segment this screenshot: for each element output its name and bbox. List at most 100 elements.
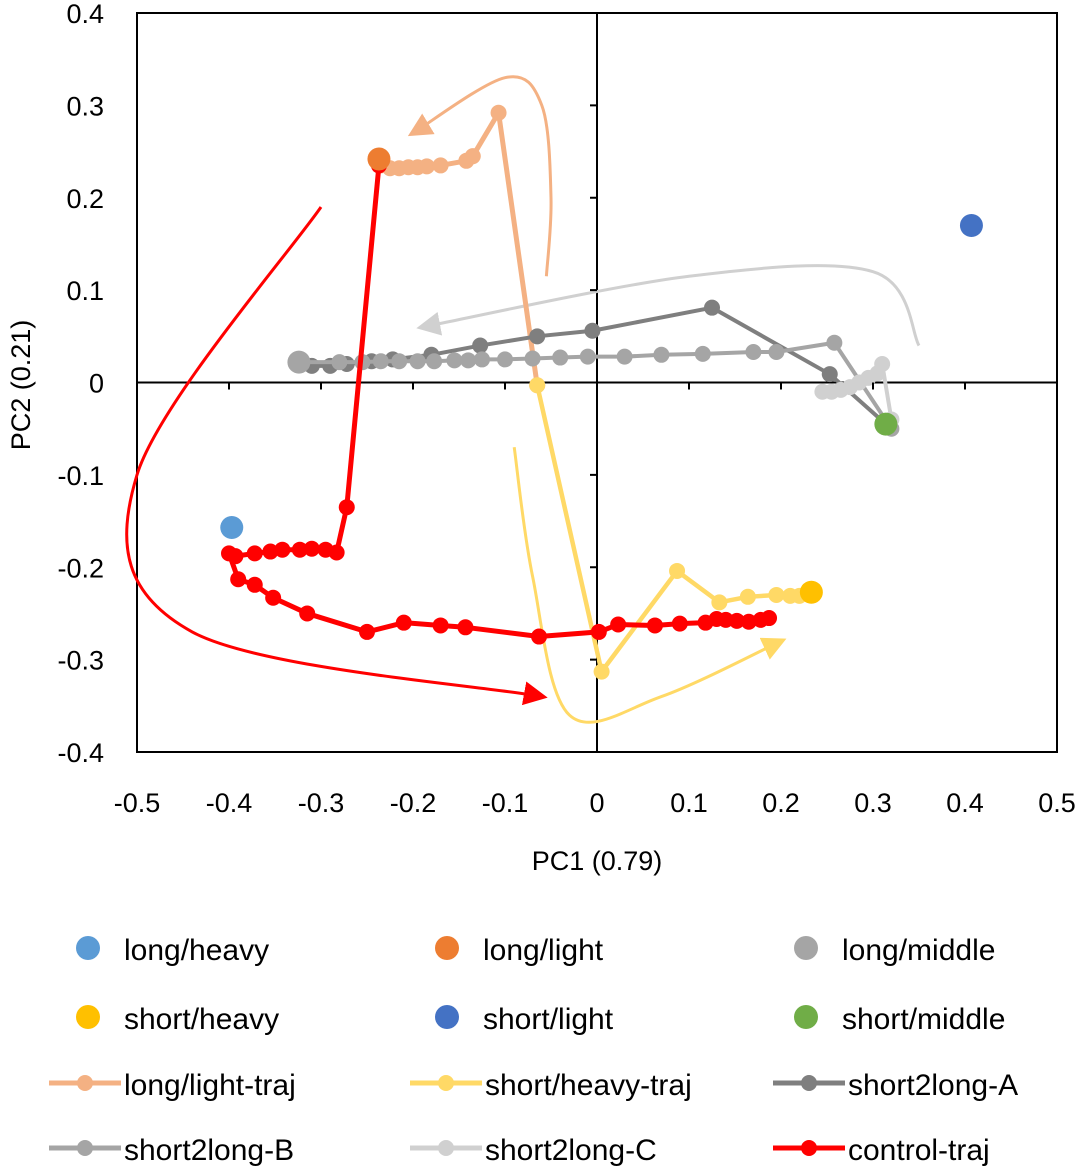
legend-item-long-heavy: long/heavy	[76, 934, 269, 967]
legend-item-long-middle: long/middle	[794, 934, 995, 967]
series-point	[529, 328, 546, 345]
y-tick-label: -0.1	[57, 461, 104, 491]
point-short-light	[959, 213, 983, 237]
series-point	[704, 299, 720, 316]
series-point	[740, 613, 757, 630]
series-point	[265, 589, 282, 606]
legend-label: long/heavy	[124, 934, 269, 967]
trend-arrow	[416, 264, 921, 347]
series-point	[246, 576, 263, 593]
y-tick-label: 0	[89, 369, 104, 399]
legend-label: short/heavy-traj	[485, 1069, 692, 1102]
legend-marker	[76, 936, 100, 960]
y-tick-label: -0.3	[57, 646, 104, 676]
legend-marker	[794, 936, 818, 960]
series-point	[391, 353, 408, 370]
x-tick-label: -0.5	[114, 788, 161, 818]
legend-item-long-light-traj: long/light-traj	[49, 1069, 296, 1102]
series-point	[653, 346, 670, 363]
series-point	[616, 348, 633, 365]
series-point	[694, 345, 711, 362]
series-point	[246, 545, 263, 562]
legend-marker	[801, 1140, 817, 1156]
legend-marker	[76, 1005, 100, 1029]
series-point	[299, 605, 316, 622]
legend-item-short-heavy: short/heavy	[76, 1003, 279, 1036]
legend-item-control-traj: control-traj	[773, 1134, 990, 1167]
legend-item-short2long-a: short2long-A	[773, 1069, 1018, 1102]
y-tick-label: 0.3	[66, 91, 104, 121]
series-point	[359, 623, 375, 640]
legend-item-long-light: long/light	[435, 934, 604, 967]
series-point	[497, 351, 513, 368]
series-point	[472, 337, 489, 354]
x-tick-label: -0.3	[298, 788, 345, 818]
legend-item-short-light: short/light	[435, 1003, 614, 1036]
x-tick-label: 0	[589, 788, 604, 818]
legend-item-short2long-c: short2long-C	[410, 1134, 657, 1167]
series-point	[761, 610, 778, 627]
x-tick-label: 0.2	[762, 788, 800, 818]
series-point	[303, 540, 320, 557]
series-point	[274, 541, 291, 558]
series-point	[874, 356, 891, 373]
trend-arrow	[512, 446, 787, 724]
series-point	[432, 157, 449, 174]
series-point	[490, 104, 507, 121]
x-axis-label: PC1 (0.79)	[532, 846, 663, 876]
series-point	[590, 623, 607, 640]
trend-arrow	[125, 206, 548, 706]
legend-label: short2long-B	[124, 1134, 294, 1167]
series-point	[671, 615, 688, 632]
series-point	[728, 612, 745, 629]
legend-label: short/light	[483, 1003, 614, 1036]
point-short-middle	[874, 412, 898, 436]
legend-label: control-traj	[848, 1134, 990, 1167]
legend-label: long/light	[483, 934, 604, 967]
legend-marker	[435, 936, 459, 960]
series-point	[646, 617, 663, 634]
series-point	[460, 352, 477, 369]
legend: long/heavy long/light long/middle short/hea…	[49, 934, 1018, 1167]
point-long-middle	[287, 350, 311, 374]
legend-label: short2long-A	[848, 1069, 1018, 1102]
legend-label: long/middle	[842, 934, 995, 967]
series-point	[552, 349, 569, 366]
series-point	[291, 541, 308, 558]
legend-item-short-heavy-traj: short/heavy-traj	[410, 1069, 692, 1102]
series-point	[584, 322, 601, 339]
series-point	[474, 351, 490, 368]
series-point	[446, 352, 463, 369]
legend-marker	[438, 1075, 454, 1091]
series-point	[432, 617, 449, 634]
series-point	[610, 616, 627, 633]
y-tick-label: 0.1	[66, 276, 104, 306]
y-tick-label: 0.4	[66, 0, 104, 29]
point-long-heavy	[220, 516, 244, 540]
series-point	[579, 348, 596, 365]
series-point	[593, 663, 610, 680]
trend-arrow	[407, 75, 553, 277]
series-line	[226, 165, 770, 640]
series-point	[418, 158, 435, 175]
legend-label: short/heavy	[124, 1003, 279, 1036]
y-axis-label: PC2 (0.21)	[6, 320, 36, 451]
legend-marker	[438, 1140, 454, 1156]
x-tick-label: -0.1	[482, 788, 529, 818]
x-tick-label: 0.1	[670, 788, 708, 818]
x-tick-label: 0.5	[1038, 788, 1076, 818]
series-control-traj	[221, 157, 778, 645]
series-point	[262, 543, 279, 560]
legend-marker	[77, 1140, 93, 1156]
series-point	[531, 628, 548, 645]
y-tick-label: -0.4	[57, 738, 104, 768]
series-point	[464, 148, 481, 165]
series-point	[529, 377, 546, 394]
legend-label: long/light-traj	[124, 1069, 296, 1102]
point-long-light	[367, 147, 391, 171]
series-point	[409, 353, 426, 370]
series-point	[338, 499, 355, 516]
series-point	[826, 334, 843, 351]
series-point	[711, 594, 728, 611]
series-point	[221, 545, 237, 562]
